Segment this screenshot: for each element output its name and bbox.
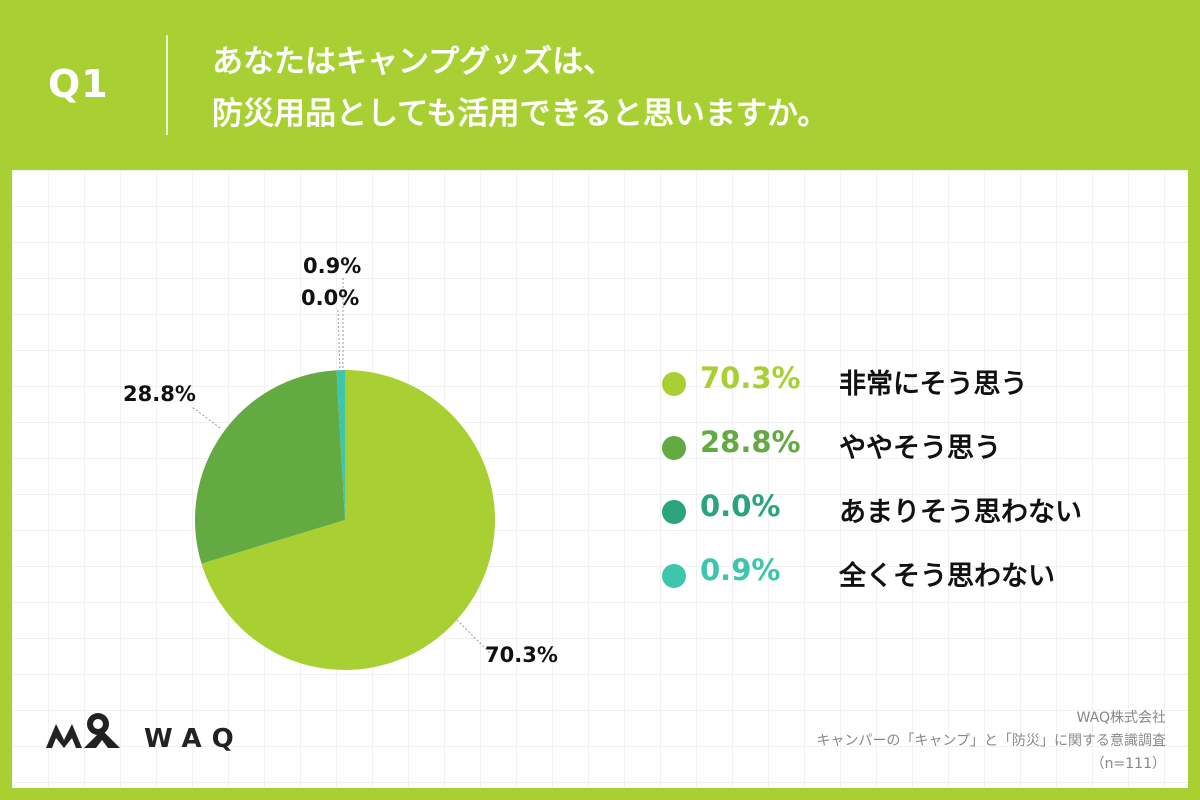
- waq-logo-text: WAQ: [144, 724, 244, 754]
- header: Q1 あなたはキャンプグッズは、 防災用品としても活用できると思いますか。: [0, 0, 1200, 170]
- legend-label: 全くそう思わない: [839, 561, 1055, 592]
- waq-logo-icon: [46, 713, 120, 748]
- footer-company: WAQ株式会社: [1076, 710, 1166, 726]
- pie-data-label-very-much: 70.3%: [485, 643, 558, 667]
- question-title: あなたはキャンプグッズは、 防災用品としても活用できると思いますか。: [212, 36, 1172, 140]
- legend-dot-icon: [662, 372, 686, 396]
- legend-dot-icon: [662, 500, 686, 524]
- legend-dot-icon: [662, 436, 686, 460]
- legend-item-not-much: 0.0% あまりそう思わない: [662, 488, 1162, 552]
- question-number: Q1: [48, 62, 109, 106]
- pie-data-label-somewhat: 28.8%: [123, 382, 196, 406]
- pie-slice-very-much: [201, 370, 495, 670]
- pie-slice-somewhat: [195, 370, 345, 564]
- pie-data-label-not-at-all: 0.9%: [303, 254, 362, 278]
- legend-item-somewhat: 28.8% ややそう思う: [662, 424, 1162, 488]
- legend-dot-icon: [662, 564, 686, 588]
- leader-line-not-much: [337, 309, 341, 373]
- legend-percent: 0.9%: [700, 553, 781, 587]
- legend-label: あまりそう思わない: [839, 497, 1082, 528]
- footer-sample-size: （n=111）: [1090, 756, 1166, 772]
- legend-percent: 0.0%: [700, 489, 781, 523]
- legend-item-not-at-all: 0.9% 全くそう思わない: [662, 552, 1162, 616]
- legend-percent: 28.8%: [700, 425, 801, 459]
- footer-survey-title: キャンパーの「キャンプ」と「防災」に関する意識調査: [816, 733, 1166, 749]
- chart-panel: 70.3% 28.8% 0.0% 0.9% 70.3% 非常にそう思う 28.8…: [12, 170, 1188, 788]
- legend-percent: 70.3%: [700, 361, 801, 395]
- pie-slice-not-at-all: [336, 370, 345, 520]
- waq-logo: WAQ: [44, 710, 274, 770]
- header-divider: [166, 35, 168, 135]
- question-title-line-2: 防災用品としても活用できると思いますか。: [212, 96, 829, 132]
- legend-label: 非常にそう思う: [839, 369, 1028, 400]
- pie-chart: [191, 278, 495, 670]
- pie-data-label-not-much: 0.0%: [301, 286, 360, 310]
- footer-source: WAQ株式会社 キャンパーの「キャンプ」と「防災」に関する意識調査 （n=111…: [606, 707, 1166, 776]
- legend: 70.3% 非常にそう思う 28.8% ややそう思う 0.0% あまりそう思わな…: [662, 360, 1162, 616]
- leader-line-somewhat: [191, 406, 221, 429]
- legend-label: ややそう思う: [839, 433, 1001, 464]
- legend-item-very-much: 70.3% 非常にそう思う: [662, 360, 1162, 424]
- question-title-line-1: あなたはキャンプグッズは、: [212, 44, 615, 80]
